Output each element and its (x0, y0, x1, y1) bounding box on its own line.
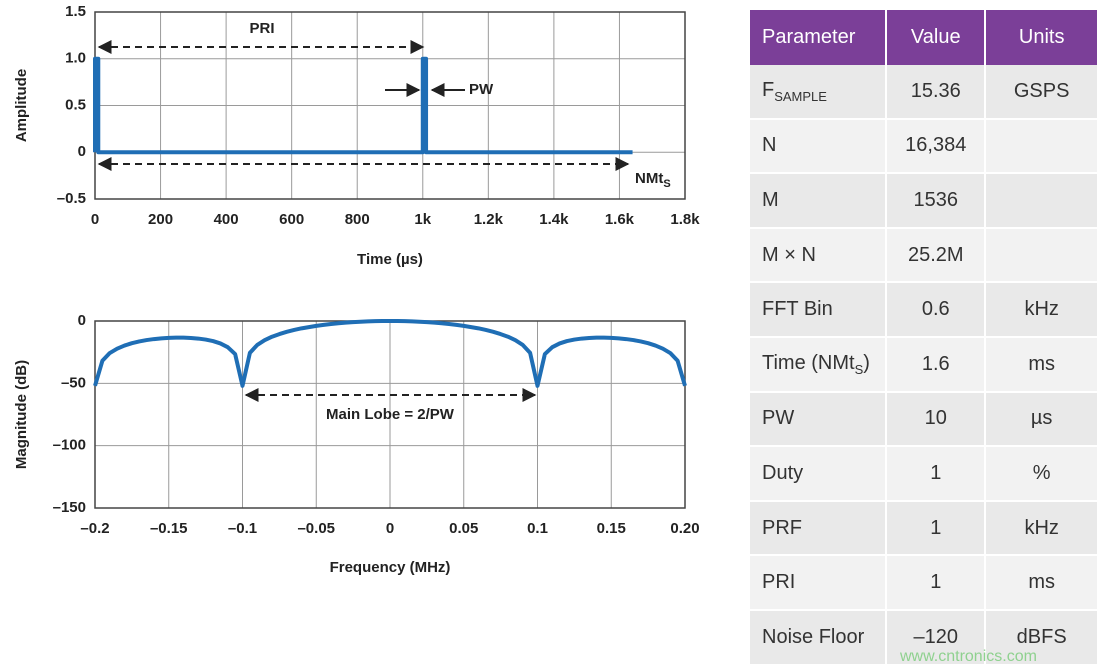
parameter-table: Parameter Value Units FSAMPLE 15.36 GSPS N 16,3… (750, 10, 1099, 666)
x-tick-label: 0 (386, 520, 394, 537)
table-cell: M (750, 173, 888, 229)
table-cell: 10 (886, 391, 987, 448)
table-cell: ms (985, 336, 1099, 393)
table-row: PRI 1 ms (750, 555, 1099, 611)
table-cell: 25.2M (886, 227, 987, 284)
subscript: S (854, 361, 864, 377)
watermark: www.cntronics.com (900, 648, 1037, 665)
table-cell: 1 (886, 446, 987, 502)
table-row: PW 10 µs (750, 391, 1099, 448)
table-cell: ms (985, 555, 1099, 611)
y-tick-label: 0 (78, 143, 86, 160)
y-tick-label: –100 (53, 437, 86, 454)
table-cell: PRF (750, 500, 888, 557)
y-tick-label: 0 (78, 312, 86, 329)
annotation-subscript: S (663, 178, 670, 190)
table-cell: 15.36 (886, 65, 987, 120)
y-tick-label: 0.5 (65, 96, 86, 113)
annotation: Main Lobe = 2/PW (326, 406, 455, 423)
table-cell: kHz (985, 282, 1099, 338)
x-tick-label: –0.15 (150, 520, 188, 537)
table-cell: Time (NMtS) (750, 336, 888, 393)
x-tick-label: 0.15 (597, 520, 626, 537)
x-tick-label: 1.4k (539, 211, 569, 228)
header-cell: Units (985, 10, 1099, 65)
x-axis-title: Time (µs) (357, 251, 423, 268)
annotation: NMtS (635, 170, 671, 190)
x-tick-label: 200 (148, 211, 173, 228)
table-cell: M × N (750, 227, 888, 284)
table-cell: –120 (886, 609, 987, 666)
table-cell: 1536 (886, 173, 987, 229)
annotation: PW (469, 81, 494, 98)
table-row: PRF 1 kHz (750, 500, 1099, 557)
x-tick-label: –0.2 (80, 520, 109, 537)
annotation: PRI (249, 20, 274, 37)
x-tick-label: 1.8k (670, 211, 700, 228)
x-tick-label: 1k (414, 211, 431, 228)
table-cell: N (750, 118, 888, 175)
table-row: Duty 1% (750, 446, 1099, 502)
x-tick-label: 600 (279, 211, 304, 228)
table-cell: 16,384 (886, 118, 987, 175)
x-tick-label: 1.6k (605, 211, 635, 228)
data-line (93, 319, 687, 388)
table-cell: kHz (985, 500, 1099, 557)
x-tick-label: 0 (91, 211, 99, 228)
time-chart: PRI PW NMtS 0 200 400 600 800 1k 1.2k 1.4k 1.6k 1… (13, 3, 700, 268)
table-row: N 16,384 (750, 118, 1099, 175)
table-cell: FFT Bin (750, 282, 888, 338)
table-row: FFT Bin 0.6 kHz (750, 282, 1099, 338)
table-row: Noise Floor –120 dBFS (750, 609, 1099, 666)
table-cell: 1.6 (886, 336, 987, 393)
table-cell: Noise Floor (750, 609, 888, 666)
x-tick-label: 0.05 (449, 520, 478, 537)
x-tick-label: 0.20 (670, 520, 699, 537)
cell-text: F (762, 78, 775, 101)
y-axis-title: Magnitude (dB) (13, 360, 30, 469)
y-tick-label: 1.5 (65, 3, 86, 20)
y-tick-label: –150 (53, 499, 86, 516)
x-tick-label: 800 (345, 211, 370, 228)
table-cell: % (985, 446, 1099, 502)
table-cell: Duty (750, 446, 888, 502)
x-tick-label: 0.1 (527, 520, 548, 537)
y-tick-label: –0.5 (57, 190, 86, 207)
table-row: M × N 25.2M (750, 227, 1099, 284)
table-cell (985, 118, 1099, 175)
table-cell: dBFS (985, 609, 1099, 666)
table-cell: PRI (750, 555, 888, 611)
table-cell: 0.6 (886, 282, 987, 338)
y-tick-label: 1.0 (65, 50, 86, 67)
table-row: FSAMPLE 15.36 GSPS (750, 65, 1099, 120)
table-cell (985, 173, 1099, 229)
table-cell: µs (985, 391, 1099, 448)
header-row: Parameter Value Units (750, 10, 1099, 65)
x-tick-label: 400 (214, 211, 239, 228)
y-axis-title: Amplitude (13, 69, 30, 142)
y-tick-label: –50 (61, 374, 86, 391)
header-cell: Value (886, 10, 987, 65)
frequency-chart: Main Lobe = 2/PW –0.2 –0.15 –0.1 –0.05 0 0.05… (13, 312, 700, 576)
table-cell: PW (750, 391, 888, 448)
header-cell: Parameter (750, 10, 888, 65)
table-cell (985, 227, 1099, 284)
subscript: SAMPLE (774, 88, 827, 104)
table-cell: 1 (886, 500, 987, 557)
x-axis-title: Frequency (MHz) (330, 559, 451, 576)
x-tick-label: –0.05 (297, 520, 335, 537)
cell-text: ) (863, 351, 870, 374)
annotation-text: NMt (635, 170, 663, 187)
table-cell: FSAMPLE (750, 65, 888, 120)
table-cell: 1 (886, 555, 987, 611)
x-tick-label: 1.2k (474, 211, 504, 228)
table-row: M 1536 (750, 173, 1099, 229)
table-row: Time (NMtS) 1.6 ms (750, 336, 1099, 393)
x-tick-label: –0.1 (228, 520, 257, 537)
data-line (93, 56, 633, 155)
charts: PRI PW NMtS 0 200 400 600 800 1k 1.2k 1.4k 1.6k 1… (13, 3, 700, 576)
cell-text: Time (NMt (762, 351, 855, 374)
table-cell: GSPS (985, 65, 1099, 120)
